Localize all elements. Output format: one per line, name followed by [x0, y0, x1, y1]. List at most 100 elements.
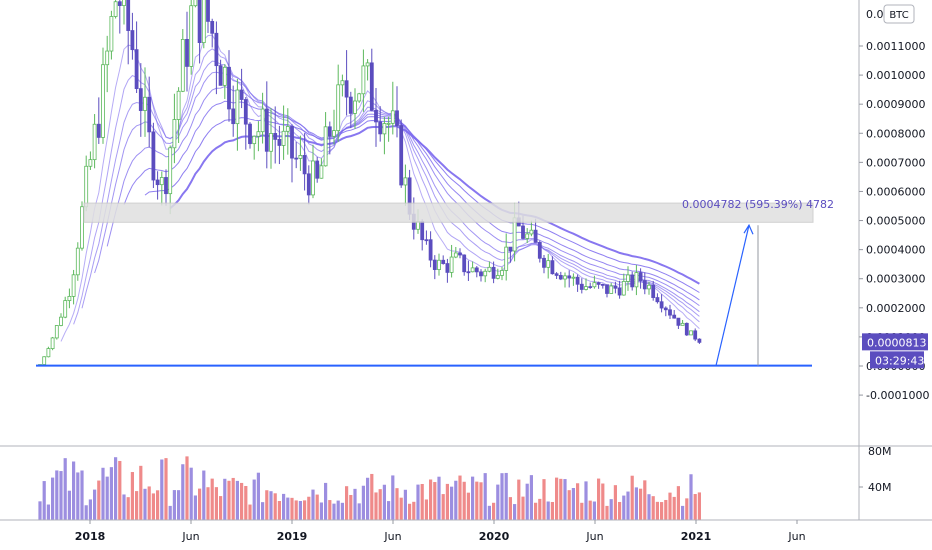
volume-bar[interactable]	[676, 486, 680, 520]
volume-bar[interactable]	[433, 482, 437, 520]
candle-body[interactable]	[59, 316, 63, 326]
candle-body[interactable]	[155, 179, 160, 186]
volume-bar[interactable]	[399, 497, 403, 520]
candle-body[interactable]	[382, 123, 387, 135]
volume-axis[interactable]: 80M 40M	[859, 445, 892, 494]
candle-body[interactable]	[680, 322, 685, 326]
candle-body[interactable]	[424, 239, 429, 242]
volume-bar[interactable]	[550, 501, 554, 520]
volume-bar[interactable]	[345, 486, 349, 520]
volume-bar[interactable]	[576, 483, 580, 520]
candle-body[interactable]	[537, 242, 542, 259]
candle-body[interactable]	[101, 64, 105, 138]
candle-body[interactable]	[134, 49, 139, 90]
candle-body[interactable]	[285, 126, 290, 132]
candle-body[interactable]	[390, 110, 395, 124]
candle-body[interactable]	[449, 256, 454, 273]
candle-body[interactable]	[138, 88, 143, 111]
volume-bar[interactable]	[63, 458, 67, 520]
candle-body[interactable]	[550, 260, 555, 275]
candle-body[interactable]	[357, 93, 362, 102]
candle-body[interactable]	[214, 32, 219, 67]
drawings-layer[interactable]: 0.0004782 (595.39%) 4782	[36, 198, 834, 367]
volume-bar[interactable]	[546, 501, 550, 520]
volume-bar[interactable]	[97, 480, 101, 520]
candle-body[interactable]	[256, 131, 261, 137]
candle-body[interactable]	[277, 138, 282, 146]
candle-body[interactable]	[252, 135, 257, 145]
candle-body[interactable]	[67, 295, 72, 301]
volume-bar[interactable]	[693, 494, 697, 520]
candle-body[interactable]	[353, 100, 357, 114]
volume-bar[interactable]	[340, 502, 344, 520]
candle-body[interactable]	[575, 276, 580, 285]
candle-body[interactable]	[206, 0, 210, 22]
volume-bar[interactable]	[571, 488, 575, 520]
candle-body[interactable]	[689, 330, 693, 336]
candle-body[interactable]	[71, 274, 76, 297]
volume-bar[interactable]	[84, 505, 88, 520]
candle-body[interactable]	[281, 130, 286, 146]
volume-bar[interactable]	[416, 484, 420, 520]
candle-body[interactable]	[239, 89, 244, 100]
volume-bar[interactable]	[395, 488, 399, 520]
candle-body[interactable]	[588, 286, 593, 288]
volume-bar[interactable]	[370, 473, 374, 520]
candle-body[interactable]	[470, 267, 475, 273]
volume-bar[interactable]	[504, 472, 508, 520]
candle-body[interactable]	[487, 266, 492, 272]
volume-bar[interactable]	[567, 490, 571, 520]
volume-bar[interactable]	[93, 489, 97, 520]
candle-body[interactable]	[344, 80, 349, 98]
volume-bar[interactable]	[391, 475, 395, 520]
volume-bar[interactable]	[429, 479, 433, 520]
volume-bar[interactable]	[51, 477, 55, 520]
volume-bar[interactable]	[555, 477, 559, 520]
volume-bar[interactable]	[588, 500, 592, 520]
volume-bar[interactable]	[214, 487, 218, 520]
volume-bar[interactable]	[492, 502, 496, 520]
volume-bar[interactable]	[324, 482, 328, 520]
candle-body[interactable]	[378, 121, 383, 135]
volume-bar[interactable]	[46, 504, 50, 520]
candle-body[interactable]	[634, 272, 639, 288]
price-pane[interactable]	[38, 0, 702, 367]
volume-bar[interactable]	[609, 499, 613, 520]
volume-bar[interactable]	[441, 494, 445, 520]
volume-bar[interactable]	[685, 498, 689, 520]
candle-body[interactable]	[222, 66, 227, 86]
candle-body[interactable]	[54, 325, 59, 339]
candle-body[interactable]	[75, 247, 80, 276]
candle-body[interactable]	[260, 108, 265, 133]
volume-bar[interactable]	[80, 470, 84, 520]
candle-body[interactable]	[374, 109, 378, 123]
volume-bar[interactable]	[101, 467, 105, 520]
volume-bar[interactable]	[403, 489, 407, 520]
candle-body[interactable]	[269, 132, 273, 152]
candle-body[interactable]	[495, 275, 500, 279]
candle-body[interactable]	[558, 275, 563, 280]
volume-bar[interactable]	[697, 492, 701, 520]
candle-body[interactable]	[579, 283, 584, 290]
volume-bar[interactable]	[634, 487, 638, 520]
volume-bar[interactable]	[378, 489, 382, 520]
volume-bar[interactable]	[382, 484, 386, 520]
candle-body[interactable]	[168, 147, 173, 195]
volume-bar[interactable]	[105, 476, 109, 520]
volume-bar[interactable]	[357, 503, 361, 520]
volume-bar[interactable]	[315, 494, 319, 520]
time-axis[interactable]: 2018 Jun 2019 Jun 2020 Jun 2021 Jun	[75, 520, 806, 543]
volume-bar[interactable]	[601, 483, 605, 520]
volume-bar[interactable]	[172, 490, 176, 520]
price-axis[interactable]: 0.00110000.00100000.00090000.00080000.00…	[859, 8, 929, 402]
candle-body[interactable]	[80, 206, 84, 249]
volume-bar[interactable]	[273, 493, 277, 520]
candle-body[interactable]	[546, 260, 551, 268]
volume-bar[interactable]	[458, 475, 462, 520]
volume-bar[interactable]	[177, 490, 181, 520]
volume-bar[interactable]	[319, 502, 323, 520]
volume-bar[interactable]	[277, 501, 281, 520]
volume-bar[interactable]	[513, 504, 517, 520]
countdown-badge[interactable]	[870, 351, 924, 369]
candle-body[interactable]	[500, 270, 504, 276]
